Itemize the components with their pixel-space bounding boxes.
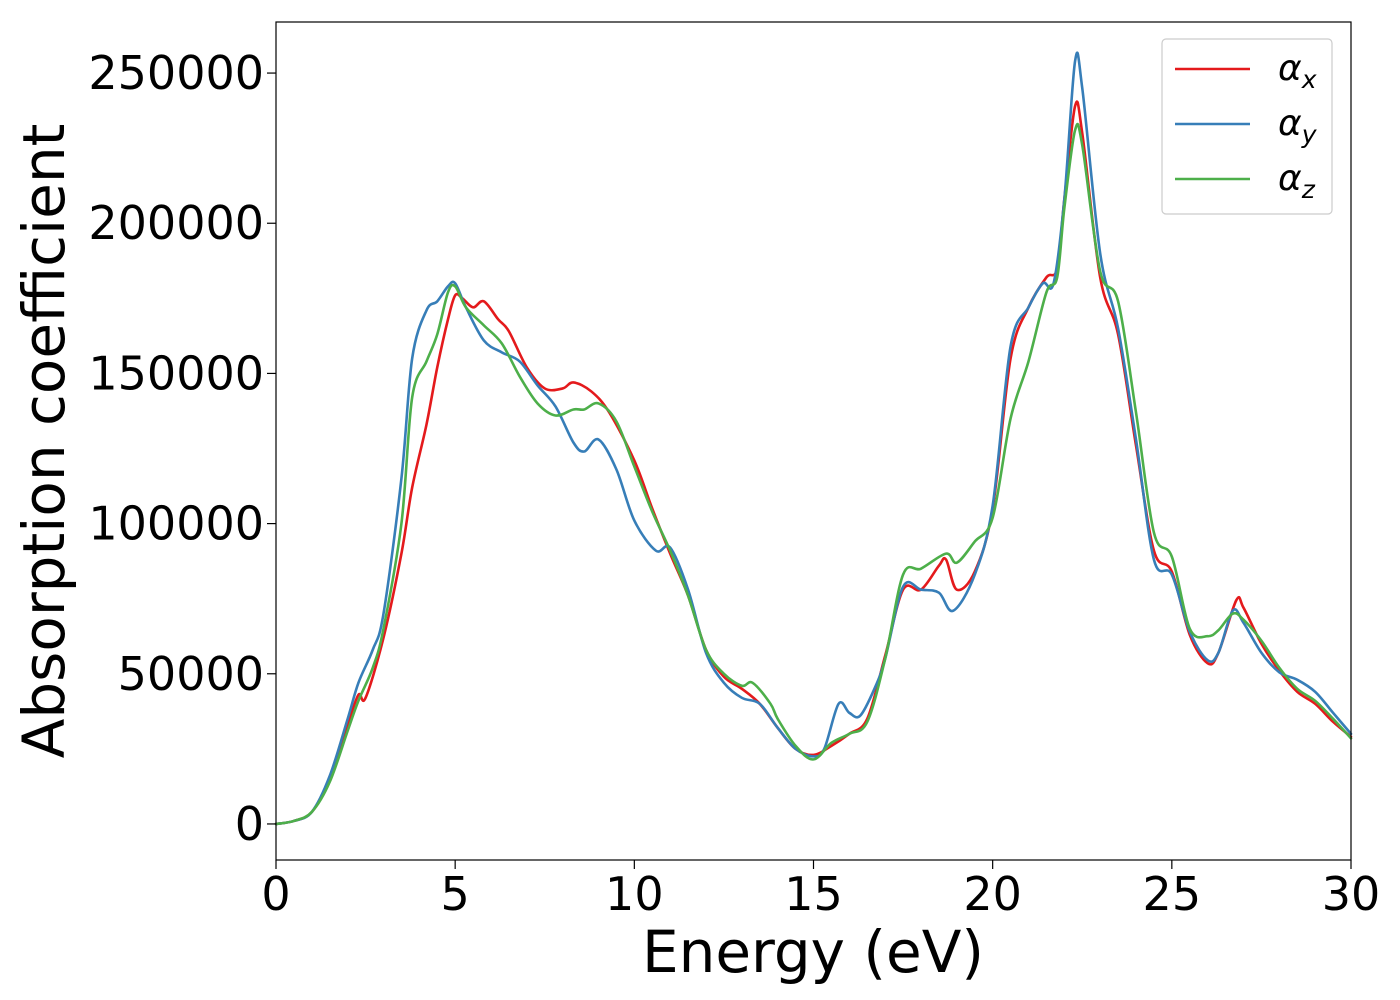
x-tick-label: 10	[605, 867, 664, 921]
y-tick-label: 200000	[88, 196, 264, 250]
y-tick-label: 150000	[88, 346, 264, 400]
legend-label-z: αz	[1278, 158, 1316, 204]
legend-label-y: αy	[1278, 103, 1318, 149]
y-tick-label: 0	[235, 797, 264, 851]
legend-box	[1161, 38, 1333, 215]
x-tick-label: 30	[1322, 867, 1381, 921]
series-line-y	[274, 51, 1353, 826]
legend: αx αy αz	[1161, 38, 1333, 215]
series-line-z	[274, 122, 1353, 826]
x-tick-label: 20	[963, 867, 1022, 921]
y-axis-label: Absorption coefficient	[10, 124, 78, 759]
x-tick-label: 15	[784, 867, 843, 921]
y-tick-label: 250000	[88, 46, 264, 100]
series-layer	[274, 51, 1353, 826]
x-tick-label: 25	[1143, 867, 1202, 921]
y-tick-label: 100000	[88, 497, 264, 551]
x-tick-label: 5	[441, 867, 470, 921]
y-axis: 0 50000 100000 150000 200000 250000	[88, 46, 276, 851]
legend-label-x: αx	[1278, 48, 1317, 94]
y-tick-label: 50000	[118, 647, 264, 701]
x-axis-label: Energy (eV)	[642, 918, 984, 986]
x-tick-label: 0	[261, 867, 290, 921]
x-axis: 0 5 10 15 20 25 30	[261, 860, 1380, 921]
